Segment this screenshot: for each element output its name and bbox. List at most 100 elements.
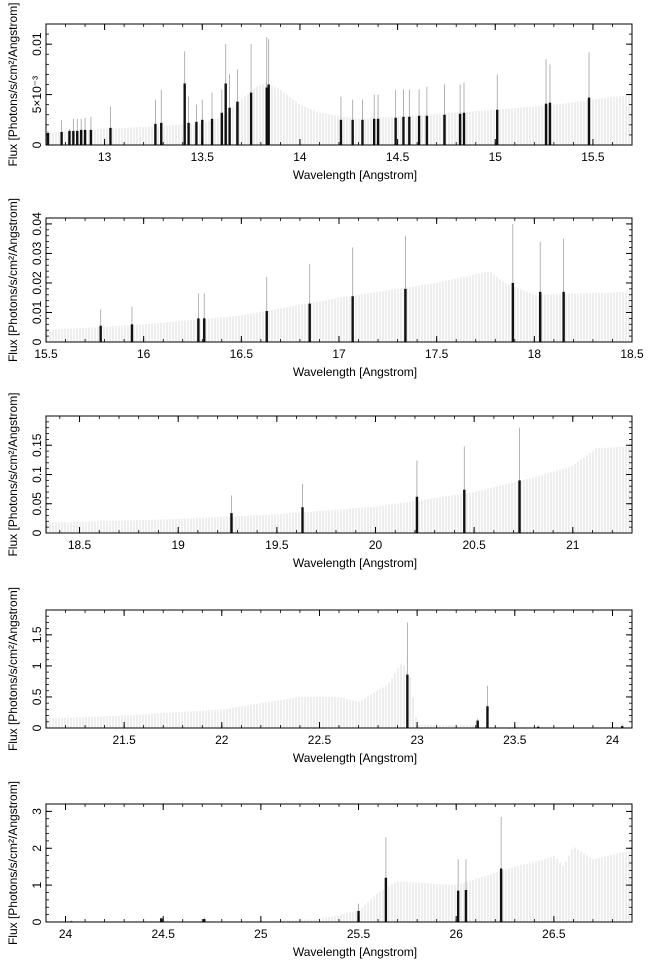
y-tick-label: 5×10⁻³ (30, 76, 44, 113)
line-bar (224, 83, 227, 145)
y-tick-label: 0 (30, 338, 44, 345)
x-tick-group: 15.5 16 16.5 17 17.5 18 18.5 (34, 218, 644, 361)
y-tick-label: 0.15 (30, 433, 44, 457)
line-bar (464, 889, 468, 922)
y-tick-label: 0.04 (30, 212, 44, 236)
x-tick-label: 19 (172, 538, 186, 552)
plot-frame (45, 23, 633, 146)
lines-group (46, 37, 591, 145)
x-tick-label: 25.5 (347, 927, 371, 941)
line-bar (60, 131, 63, 145)
line-bar (220, 112, 223, 145)
y-tick-label: 3 (30, 808, 44, 815)
line-bar (562, 291, 565, 342)
y-tick-group: 0 5×10⁻³ 0.01 (30, 32, 632, 148)
y-tick-group: 0 0.05 0.1 0.15 (30, 421, 632, 536)
x-tick-label: 24 (59, 927, 73, 941)
line-bar (537, 726, 540, 728)
line-bar (265, 87, 268, 145)
line-bar (406, 674, 409, 728)
spectrum-panel-1: 13 13.5 14 14.5 15 15.5 0 5×10⁻³ 0.01 Wavelength … (0, 0, 653, 194)
line-bar (404, 288, 407, 342)
x-tick-label: 22 (215, 733, 229, 747)
line-bar (339, 119, 343, 145)
line-bar (187, 122, 190, 145)
line-bar (587, 97, 591, 145)
plot-frame (45, 803, 633, 923)
y-tick-group: 0 0.01 0.02 0.03 0.04 (30, 212, 632, 345)
x-axis-label: Wavelength [Angstrom] (293, 945, 417, 959)
line-bar (183, 83, 186, 145)
lines-group (70, 816, 503, 922)
y-tick-label: 0 (30, 724, 44, 731)
line-bar (83, 129, 87, 145)
line-bar (425, 115, 429, 145)
x-tick-label: 20.5 (462, 538, 486, 552)
line-bar (351, 296, 354, 342)
line-bar (249, 92, 253, 145)
x-tick-label: 24.5 (152, 927, 176, 941)
line-bar (417, 115, 421, 145)
x-tick-label: 20 (369, 538, 383, 552)
line-bar (486, 706, 489, 728)
line-bar (538, 291, 542, 342)
line-bar (68, 130, 71, 145)
lines-group (406, 622, 624, 728)
y-tick-label: 2 (30, 845, 44, 852)
y-tick-label: 0.01 (30, 300, 44, 324)
line-bar (72, 130, 75, 145)
line-bar (458, 113, 462, 145)
continuum-group (46, 663, 630, 728)
line-bar (351, 119, 354, 145)
line-bar (160, 918, 163, 922)
line-bar (402, 116, 405, 145)
line-bar (195, 121, 198, 145)
x-tick-label: 13.5 (191, 150, 215, 164)
line-bar (476, 720, 479, 728)
y-axis-label: Flux [Photons/s/cm²/Angstrom] (6, 2, 20, 166)
x-tick-label: 13 (98, 150, 112, 164)
y-tick-label: 0.05 (30, 492, 44, 516)
line-bar (443, 114, 446, 145)
line-bar (463, 489, 466, 533)
x-tick-label: 18 (528, 347, 542, 361)
line-bar (499, 868, 503, 922)
x-tick-label: 15.5 (34, 347, 58, 361)
x-tick-label: 15 (489, 150, 503, 164)
x-axis-label: Wavelength [Angstrom] (293, 168, 417, 182)
x-tick-label: 24 (606, 733, 620, 747)
x-tick-label: 15.5 (581, 150, 605, 164)
x-axis-label: Wavelength [Angstrom] (293, 751, 417, 765)
line-bar (518, 480, 521, 533)
chart-svg-5: 24 24.5 25 25.5 26 26.5 0 1 2 3 Wavelength [Angstr… (6, 781, 633, 959)
y-axis-label: Flux [Photons/s/cm²/Angstrom] (6, 198, 20, 362)
x-tick-group: 13 13.5 14 14.5 15 15.5 (45, 24, 633, 164)
x-tick-label: 18.5 (68, 538, 92, 552)
plot-frame (45, 415, 633, 534)
line-bar (210, 118, 214, 145)
x-tick-group: 24 24.5 25 25.5 26 26.5 (45, 804, 613, 941)
chart-svg-3: 18.5 19 19.5 20 20.5 21 0 0.05 0.1 0.15 Wavelength… (6, 392, 633, 570)
x-tick-label: 23 (410, 733, 424, 747)
plot-frame (45, 217, 633, 343)
line-bar (408, 116, 411, 145)
line-bar (394, 117, 397, 145)
x-tick-group: 18.5 19 19.5 20 20.5 21 (59, 416, 613, 552)
x-tick-label: 14.5 (386, 150, 410, 164)
line-bar (308, 303, 311, 342)
x-tick-label: 17 (332, 347, 346, 361)
x-axis-label: Wavelength [Angstrom] (293, 365, 417, 379)
y-tick-label: 0.01 (30, 32, 44, 56)
line-bar (89, 129, 93, 145)
continuum-group (46, 446, 630, 533)
x-tick-label: 21.5 (112, 733, 136, 747)
x-tick-label: 14 (293, 150, 307, 164)
line-bar (203, 919, 206, 922)
y-axis-label: Flux [Photons/s/cm²/Angstrom] (6, 781, 20, 945)
line-bar (511, 282, 515, 342)
line-bar (154, 123, 157, 145)
line-bar (415, 496, 419, 533)
line-bar (267, 84, 270, 145)
x-tick-label: 16 (137, 347, 151, 361)
x-tick-label: 22.5 (308, 733, 332, 747)
